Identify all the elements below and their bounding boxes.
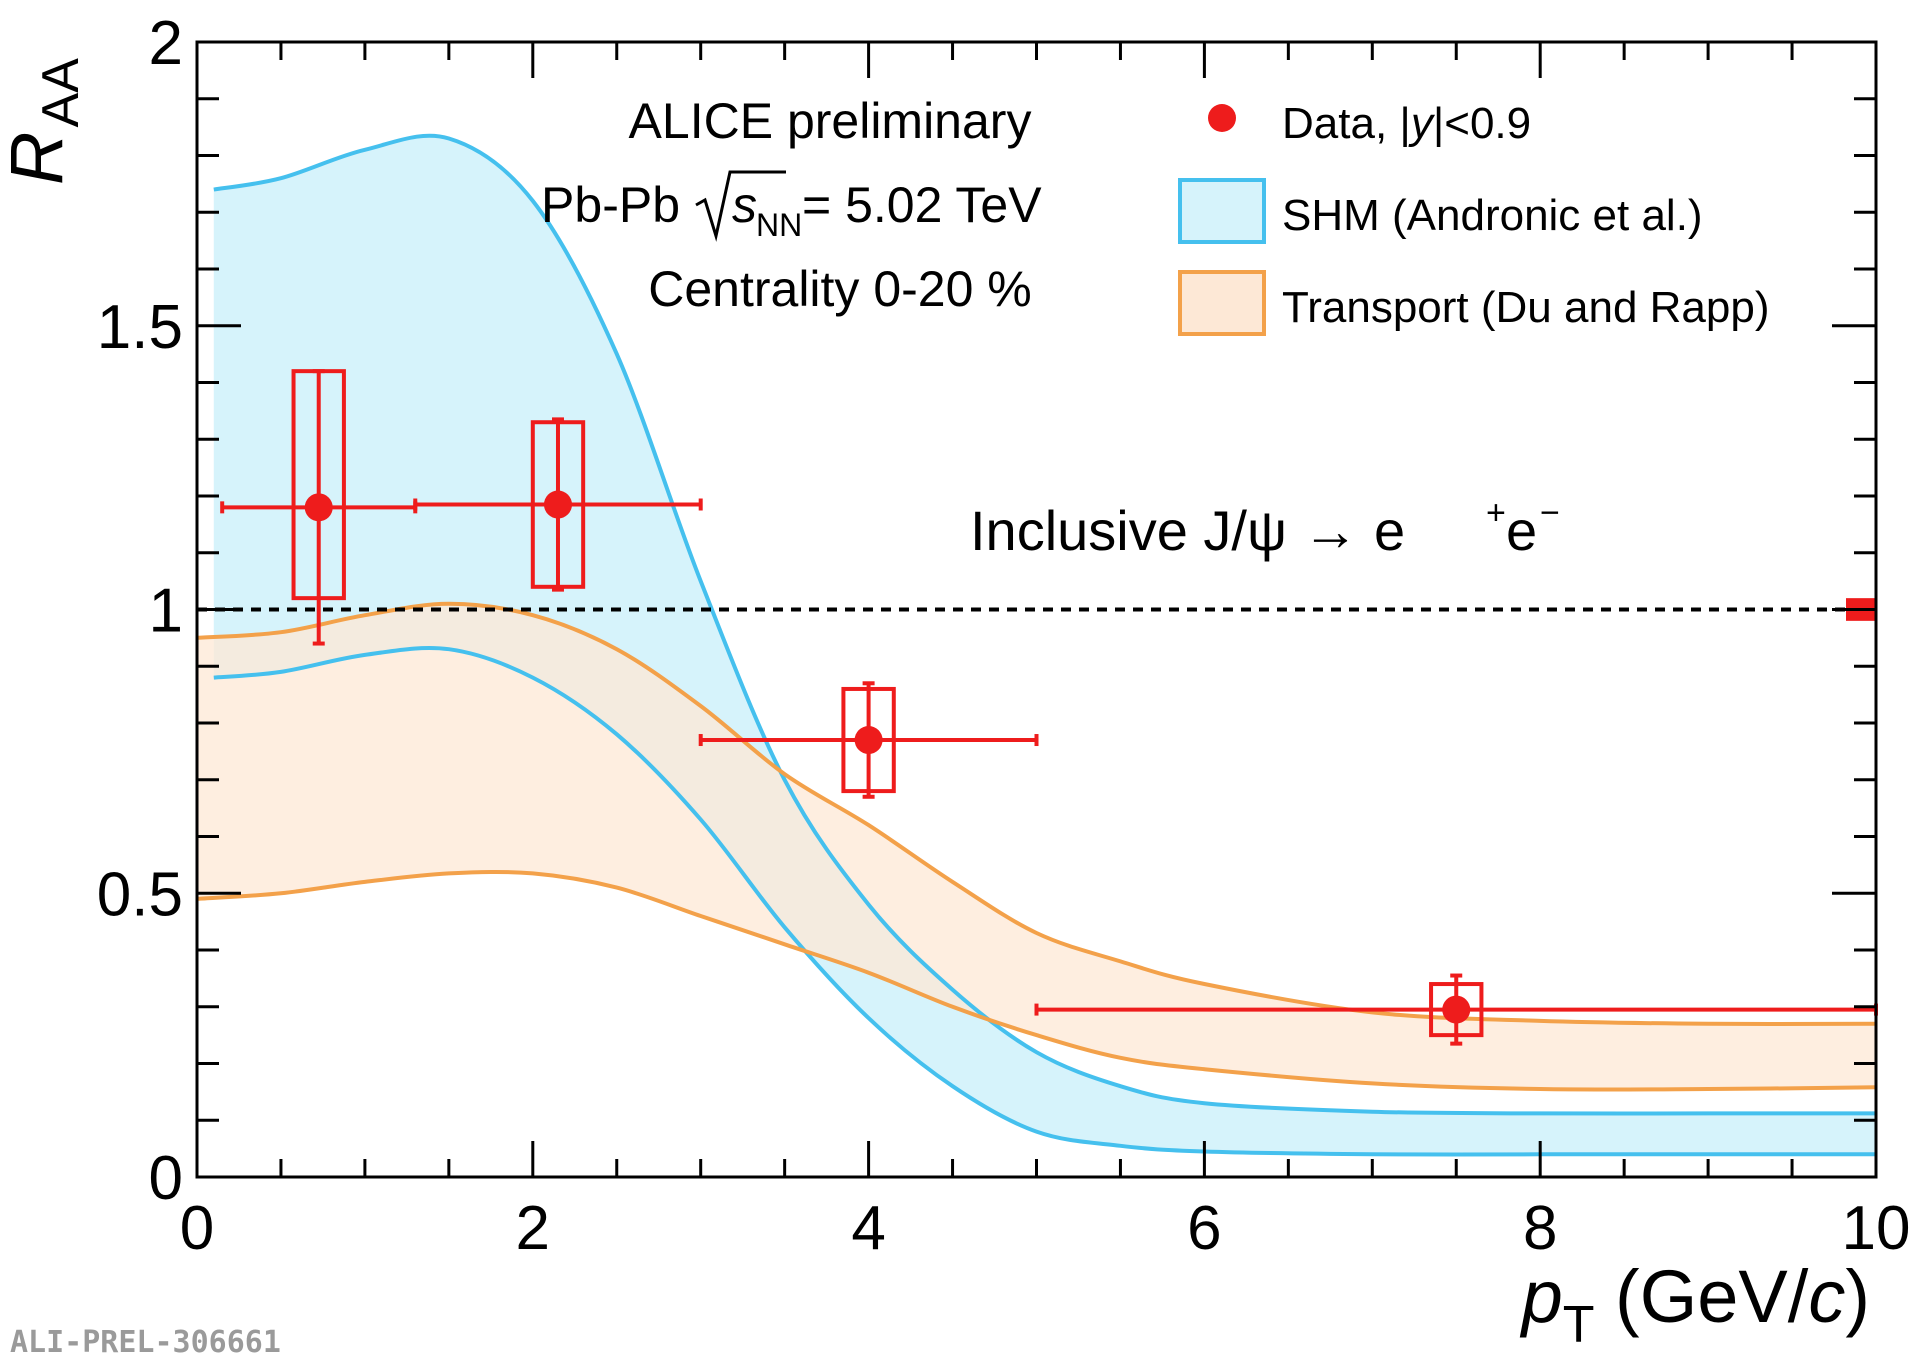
- band-shm-lower-line: [213, 645, 1876, 1157]
- process-sup-plus: +: [1486, 494, 1506, 532]
- system-prefix: Pb-Pb: [541, 177, 680, 233]
- legend-transport-swatch: [1178, 270, 1266, 336]
- y-tick-label: 0: [149, 1144, 183, 1213]
- process-sup-minus: −: [1540, 494, 1560, 532]
- y-axis-title-sub: AA: [32, 58, 90, 128]
- x-axis-title-sub: T: [1563, 1296, 1595, 1354]
- data-points: [220, 369, 1878, 1046]
- x-tick-label: 6: [1187, 1194, 1221, 1263]
- x-tick-label: 0: [180, 1194, 214, 1263]
- y-tick-label: 1.5: [97, 293, 183, 362]
- y-axis-title-main: R: [0, 132, 78, 185]
- legend-transport-label: Transport (Du and Rapp): [1282, 283, 1769, 332]
- x-axis-title-c: c: [1808, 1255, 1845, 1338]
- data-point: [413, 417, 703, 592]
- process-label: Inclusive J/ψ → e + e −: [970, 494, 1560, 562]
- collision-system-label: Pb-Pb s NN = 5.02 TeV: [541, 170, 1042, 243]
- energy-value: = 5.02 TeV: [802, 177, 1042, 233]
- legend-data-marker: [1208, 104, 1236, 132]
- legend-shm-label: SHM (Andronic et al.): [1282, 191, 1703, 240]
- experiment-label: ALICE preliminary: [629, 93, 1032, 149]
- x-tick-label: 2: [516, 1194, 550, 1263]
- sqrt-nn: NN: [756, 207, 802, 243]
- y-tick-label: 2: [149, 9, 183, 78]
- watermark-label: ALI-PREL-306661: [10, 1325, 281, 1360]
- axis-ticks: [195, 40, 1878, 1179]
- x-tick-label: 8: [1523, 1194, 1557, 1263]
- centrality-label: Centrality 0-20 %: [648, 261, 1032, 317]
- data-point: [698, 681, 1039, 799]
- y-axis-title: RAA: [0, 58, 90, 185]
- band-transport-lower-line: [197, 869, 1876, 1092]
- x-tick-label: 10: [1842, 1194, 1911, 1263]
- data-point: [220, 369, 418, 646]
- y-tick-label: 1: [149, 577, 183, 646]
- legend-data-label: Data, |y|<0.9: [1282, 99, 1531, 148]
- legend-entry-data: Data, |y|<0.9: [1208, 99, 1531, 148]
- y-tick-label: 0.5: [97, 860, 183, 929]
- data-marker: [1442, 995, 1471, 1024]
- x-axis-title-close: ): [1845, 1255, 1870, 1338]
- legend: Data, |y|<0.9 SHM (Andronic et al.) Tran…: [1178, 99, 1769, 336]
- data-marker: [854, 726, 883, 755]
- band-shm-fill: [213, 135, 1876, 1155]
- legend-entry-shm: SHM (Andronic et al.): [1178, 178, 1703, 244]
- process-main: Inclusive J/ψ → e: [970, 499, 1405, 562]
- sqrt-sign: [695, 170, 786, 242]
- process-e: e: [1506, 499, 1537, 562]
- legend-entry-transport: Transport (Du and Rapp): [1178, 270, 1769, 336]
- model-bands: [197, 133, 1876, 1157]
- x-tick-label: 4: [851, 1194, 885, 1263]
- x-axis-title-p: p: [1520, 1255, 1563, 1338]
- sqrt-s: s: [732, 177, 757, 233]
- band-transport-upper-line: [197, 601, 1876, 1026]
- data-marker: [304, 493, 333, 522]
- legend-shm-swatch: [1178, 178, 1266, 244]
- band-shm-upper-line: [213, 133, 1876, 1116]
- x-axis-title-unit: (GeV/: [1595, 1255, 1809, 1338]
- band-transport-fill: [197, 603, 1876, 1090]
- data-marker: [543, 490, 572, 519]
- x-axis-title: pT (GeV/c): [1520, 1255, 1870, 1354]
- axis-tick-labels: 0 2 4 6 8 10 0 0.5 1 1.5 2: [97, 9, 1911, 1263]
